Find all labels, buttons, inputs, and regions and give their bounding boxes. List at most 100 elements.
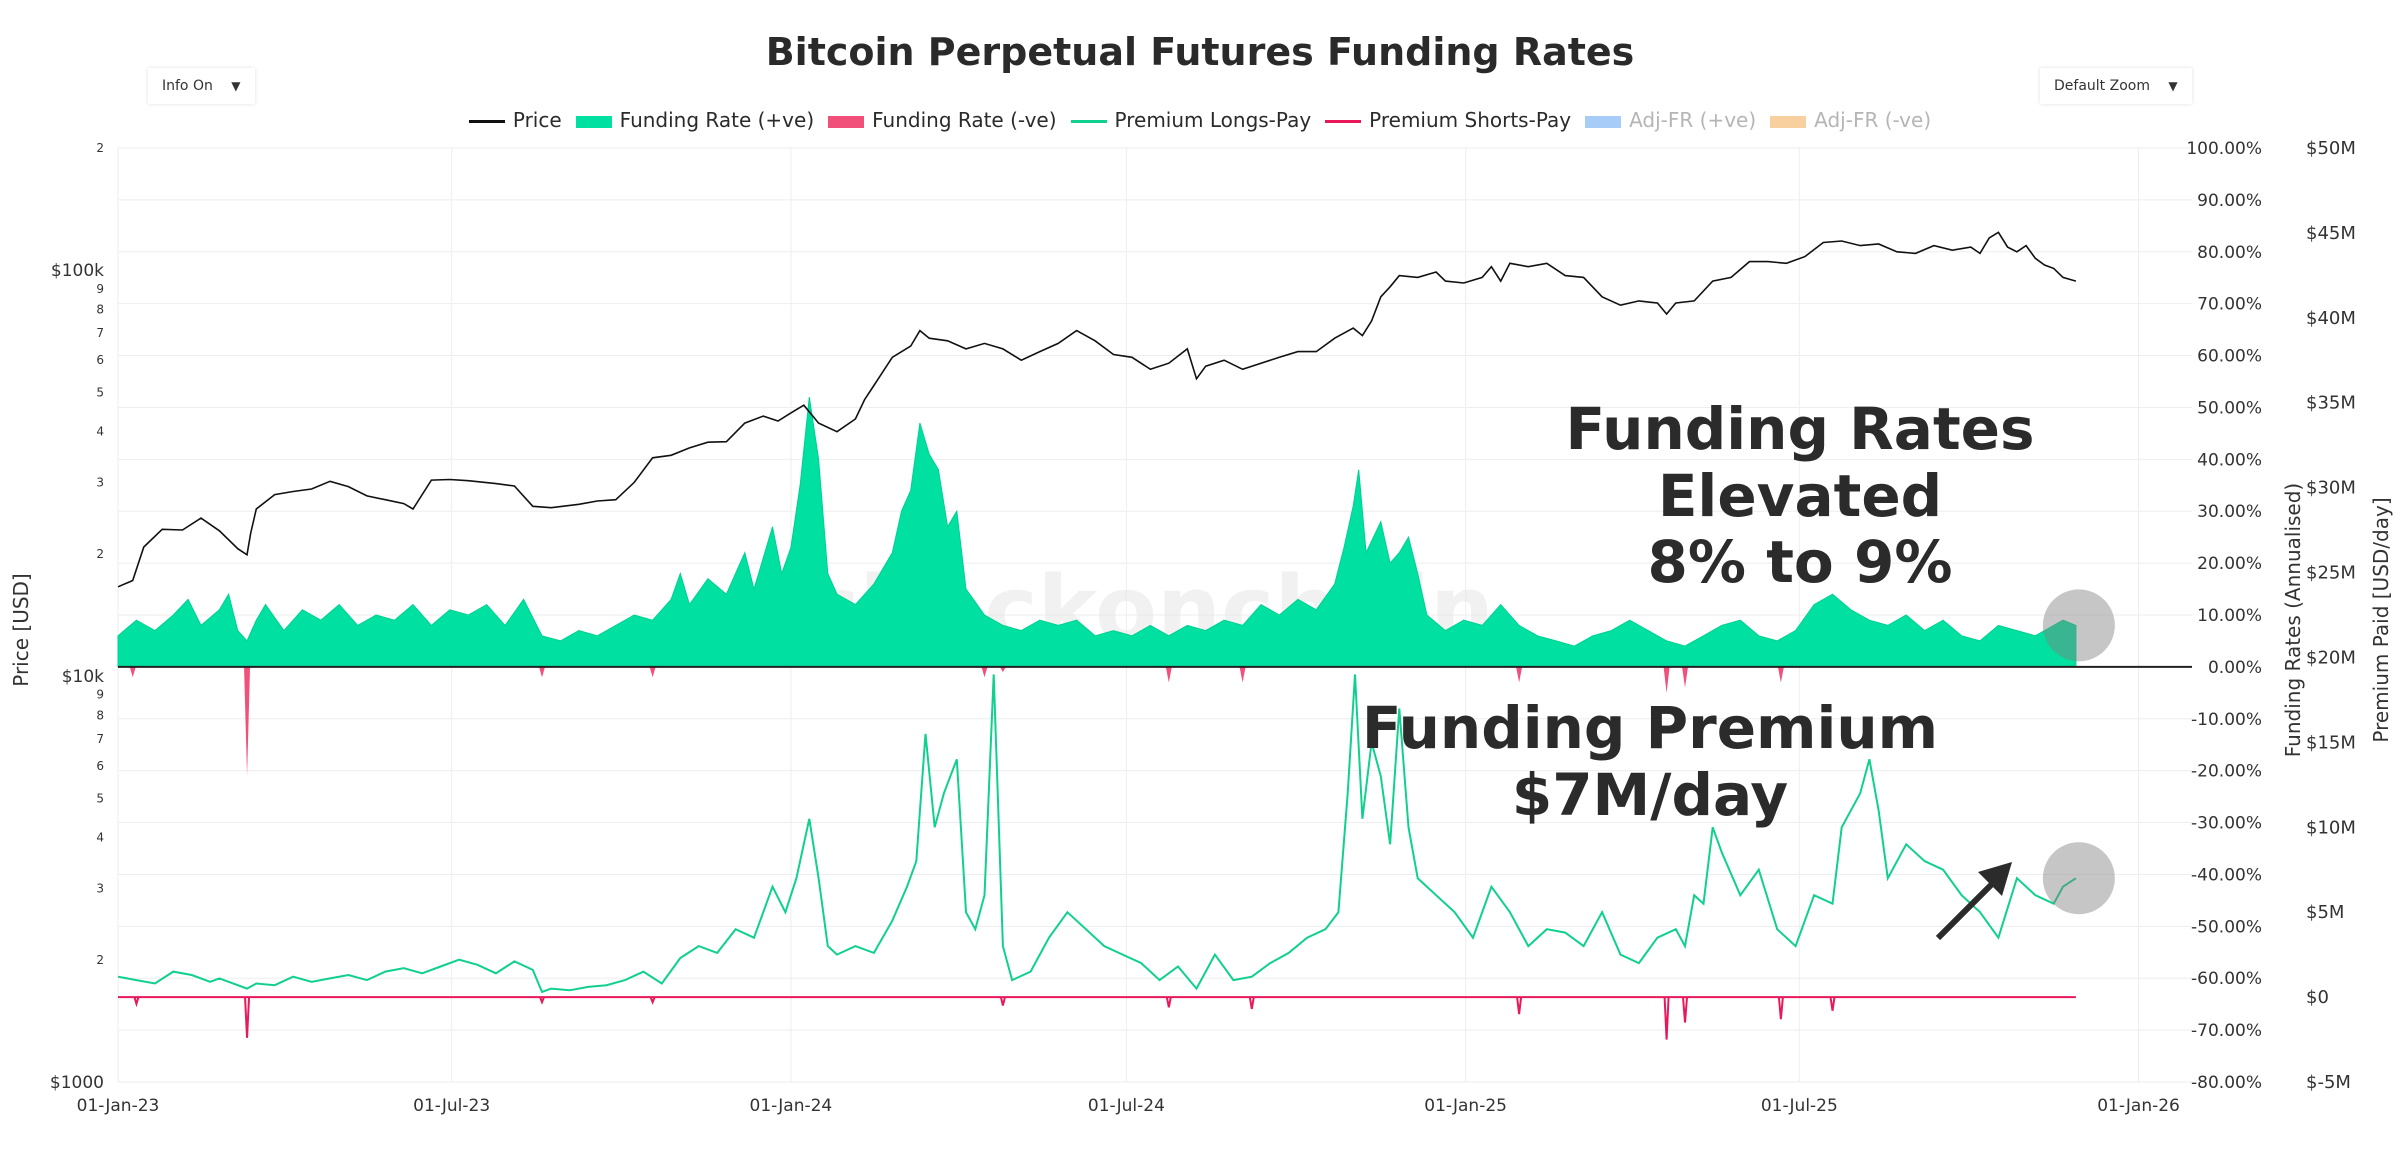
right-axis-premium-tick-label: $45M — [2306, 223, 2356, 244]
left-axis-tick-label: 2 — [96, 141, 104, 155]
legend-label: Adj-FR (-ve) — [1814, 108, 1932, 132]
left-axis-title: Price [USD] — [9, 573, 33, 687]
right-axis-funding-tick-label: -60.00% — [2191, 969, 2262, 989]
funding-rate-negative-spike — [1777, 666, 1784, 683]
left-axis-tick-label: 4 — [96, 425, 104, 439]
highlight-circle-funding-rate — [2042, 589, 2115, 662]
legend-item[interactable]: Premium Shorts-Pay — [1325, 108, 1571, 132]
funding-rate-negative-spike — [1663, 666, 1670, 693]
legend-swatch — [828, 115, 865, 128]
x-axis-tick-label: 01-Jan-23 — [77, 1096, 160, 1116]
left-axis-tick-label: $100k — [51, 261, 104, 281]
zoom-dropdown[interactable]: Default Zoom ▼ — [2040, 68, 2192, 104]
annotation-line: 8% to 9% — [1647, 528, 1953, 597]
legend-item[interactable]: Funding Rate (+ve) — [575, 108, 815, 132]
right-axis-premium-tick-label: $20M — [2306, 647, 2356, 668]
premium-shorts-pay-spike — [244, 997, 251, 1038]
right-axis-funding-tick-label: -10.00% — [2191, 710, 2262, 730]
x-axis-tick-label: 01-Jul-23 — [413, 1096, 490, 1116]
right-axis-premium-tick-label: $-5M — [2306, 1072, 2351, 1093]
premium-shorts-pay-spike — [133, 996, 140, 1008]
right-axis-funding-title: Funding Rates (Annualised) — [2281, 483, 2305, 757]
left-axis-tick-label: 2 — [96, 953, 104, 967]
right-axis-funding-tick-label: 0.00% — [2208, 658, 2262, 678]
funding-rate-negative-spike — [981, 666, 988, 678]
funding-rate-negative-spike — [244, 666, 251, 776]
left-axis-tick-label: 9 — [96, 688, 104, 702]
legend-swatch — [575, 115, 612, 128]
legend-item[interactable]: Adj-FR (-ve) — [1770, 108, 1931, 132]
chevron-down-icon: ▼ — [231, 79, 241, 93]
left-axis-tick-label: 2 — [96, 547, 104, 561]
info-toggle-label: Info On — [162, 78, 213, 94]
premium-shorts-pay-spike — [1516, 996, 1523, 1015]
left-axis-tick-label: 3 — [96, 475, 104, 489]
left-axis-tick-label: 7 — [96, 732, 104, 746]
funding-rate-negative-spike — [1516, 666, 1523, 683]
annotation-line: Funding Premium — [1361, 694, 1939, 762]
annotation-funding-rates: Funding Rates Elevated 8% to 9% — [1440, 396, 2160, 596]
funding-rate-negative-spike — [1682, 666, 1689, 688]
legend-label: Price — [512, 108, 562, 132]
highlight-circle-premium — [2042, 842, 2115, 915]
legend-label: Premium Longs-Pay — [1114, 108, 1312, 132]
left-axis-tick-label: $10k — [62, 667, 104, 687]
x-axis-tick-label: 01-Jan-24 — [750, 1096, 833, 1116]
funding-rate-negative-spike — [1239, 666, 1246, 683]
left-axis-tick-label: 5 — [96, 385, 104, 399]
info-toggle-dropdown[interactable]: Info On ▼ — [148, 68, 255, 104]
left-axis-tick-label: 4 — [96, 831, 104, 845]
legend-label: Adj-FR (+ve) — [1629, 108, 1757, 132]
right-axis-funding-tick-label: -40.00% — [2191, 865, 2262, 885]
annotation-line: Funding Rates Elevated — [1565, 395, 2035, 530]
right-axis-funding-tick-label: 60.00% — [2197, 347, 2262, 367]
x-axis-tick-label: 01-Jul-25 — [1761, 1096, 1838, 1116]
legend-item[interactable]: Premium Longs-Pay — [1070, 108, 1312, 132]
legend-item[interactable]: Price — [468, 108, 562, 132]
premium-shorts-pay-spike — [1165, 996, 1172, 1008]
right-axis-funding-tick-label: 80.00% — [2197, 243, 2262, 263]
right-axis-premium-tick-label: $40M — [2306, 308, 2356, 329]
legend-item[interactable]: Adj-FR (+ve) — [1585, 108, 1756, 132]
right-axis-funding-tick-label: -30.00% — [2191, 814, 2262, 834]
x-axis-tick-label: 01-Jul-24 — [1088, 1096, 1165, 1116]
legend-swatch — [1325, 120, 1362, 123]
left-axis-tick-label: 6 — [96, 759, 104, 773]
premium-longs-pay-line — [117, 674, 2077, 994]
right-axis-funding-tick-label: 50.00% — [2197, 398, 2262, 418]
right-axis-premium-tick-label: $25M — [2306, 563, 2356, 584]
zoom-label: Default Zoom — [2054, 78, 2150, 94]
left-axis-tick-label: 9 — [96, 282, 104, 296]
right-axis-funding-tick-label: 20.00% — [2197, 554, 2262, 574]
funding-rate-negative-spike — [1165, 666, 1172, 683]
legend-item[interactable]: Funding Rate (-ve) — [828, 108, 1057, 132]
funding-rate-negative-spike — [539, 666, 546, 678]
left-axis-tick-label: 8 — [96, 303, 104, 317]
left-axis-tick-label: 5 — [96, 791, 104, 805]
right-axis-funding-tick-label: -20.00% — [2191, 762, 2262, 782]
left-axis-tick-label: 7 — [96, 326, 104, 340]
right-axis-premium-tick-label: $5M — [2306, 902, 2344, 923]
left-axis-tick-label: 8 — [96, 708, 104, 722]
right-axis-funding-tick-label: -70.00% — [2191, 1021, 2262, 1041]
annotation-line: $7M/day — [1511, 760, 1789, 829]
right-axis-funding-tick-label: 10.00% — [2197, 606, 2262, 626]
right-axis-premium-title: Premium Paid [USD/day] — [2369, 497, 2393, 742]
annotation-arrow — [1935, 877, 1999, 941]
premium-shorts-pay-spike — [1663, 997, 1670, 1040]
x-axis-tick-label: 01-Jan-25 — [1424, 1096, 1507, 1116]
legend-label: Premium Shorts-Pay — [1369, 108, 1572, 132]
legend-label: Funding Rate (+ve) — [619, 108, 815, 132]
price-line — [117, 231, 2077, 588]
right-axis-funding-tick-label: 40.00% — [2197, 450, 2262, 470]
legend-swatch — [1770, 115, 1807, 128]
premium-shorts-pay-spike — [1829, 996, 1836, 1011]
legend-label: Funding Rate (-ve) — [872, 108, 1057, 132]
left-axis-tick-label: 3 — [96, 881, 104, 895]
premium-shorts-pay-spike — [649, 996, 656, 1005]
x-axis-tick-label: 01-Jan-26 — [2097, 1096, 2180, 1116]
left-axis-tick-label: 6 — [96, 353, 104, 367]
right-axis-premium-tick-label: $15M — [2306, 732, 2356, 753]
right-axis-funding-tick-label: -50.00% — [2191, 917, 2262, 937]
